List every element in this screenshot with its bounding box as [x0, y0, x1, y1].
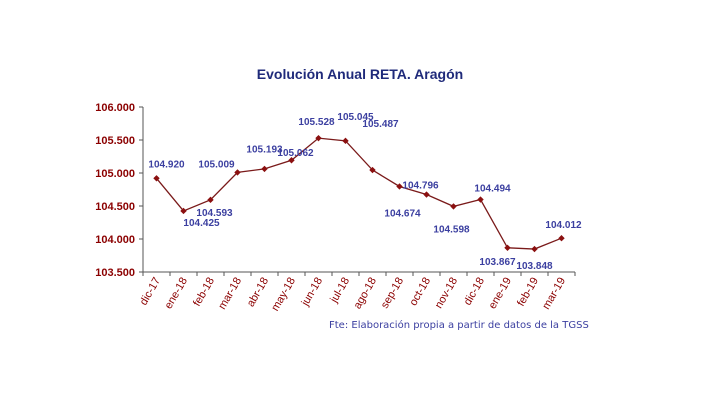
data-point — [504, 244, 511, 251]
data-label: 104.920 — [148, 159, 185, 170]
data-label: 105.528 — [298, 117, 335, 128]
data-point — [531, 245, 538, 253]
data-label: 105.193 — [246, 144, 283, 155]
data-label: 104.598 — [433, 225, 470, 236]
y-tick-label: 106.000 — [95, 102, 135, 114]
x-tick-label: ene-18 — [163, 276, 191, 312]
x-tick-label: oct-18 — [407, 276, 433, 308]
data-point — [477, 196, 484, 203]
data-label: 104.494 — [474, 183, 511, 194]
x-tick-label: abr-18 — [245, 276, 271, 310]
y-tick-label: 104.500 — [95, 201, 135, 213]
data-label: 104.012 — [545, 220, 582, 231]
data-label: 103.867 — [479, 257, 516, 268]
x-tick-label: jun-18 — [299, 276, 325, 309]
x-tick-label: feb-18 — [191, 276, 217, 309]
data-label: 105.062 — [277, 148, 314, 159]
chart-title: Evolución Anual RETA. Aragón — [256, 66, 464, 82]
data-label: 105.045 — [337, 112, 374, 123]
x-tick-label: mar-18 — [216, 276, 244, 312]
data-label: 104.796 — [402, 180, 439, 191]
data-point — [207, 196, 214, 204]
x-tick-label: ago-18 — [352, 276, 380, 312]
data-point — [396, 183, 403, 190]
y-tick-label: 103.500 — [95, 267, 135, 279]
y-tick-label: 105.000 — [95, 168, 135, 180]
data-point — [180, 207, 187, 215]
series-line — [155, 137, 562, 250]
data-point — [450, 203, 457, 210]
x-tick-label: dic-18 — [462, 276, 487, 308]
x-tick-label: ene-19 — [487, 276, 515, 312]
x-tick-label: nov-18 — [433, 276, 460, 311]
x-tick-label: dic-17 — [138, 276, 163, 308]
data-label: 104.674 — [384, 209, 421, 220]
data-label: 104.425 — [183, 218, 220, 229]
source-note: Fte: Elaboración propia a partir de dato… — [329, 320, 589, 331]
x-tick-label: may-18 — [269, 276, 298, 314]
data-point — [234, 169, 241, 176]
y-tick-label: 105.500 — [95, 135, 135, 147]
data-point — [342, 137, 349, 145]
data-point — [153, 175, 160, 182]
data-point — [261, 165, 268, 173]
data-label: 104.593 — [196, 208, 233, 219]
data-point — [288, 157, 295, 164]
data-point — [558, 235, 565, 242]
y-tick-label: 104.000 — [95, 234, 135, 246]
data-point — [423, 191, 430, 198]
data-label: 105.009 — [198, 159, 235, 170]
data-point — [315, 134, 322, 142]
data-label: 103.848 — [516, 261, 553, 272]
x-tick-label: mar-19 — [540, 276, 568, 312]
x-tick-label: jul-18 — [328, 276, 352, 306]
x-tick-label: sep-18 — [379, 276, 406, 311]
x-tick-label: feb-19 — [515, 276, 541, 309]
data-label: 105.487 — [362, 119, 399, 130]
data-point — [369, 166, 376, 174]
